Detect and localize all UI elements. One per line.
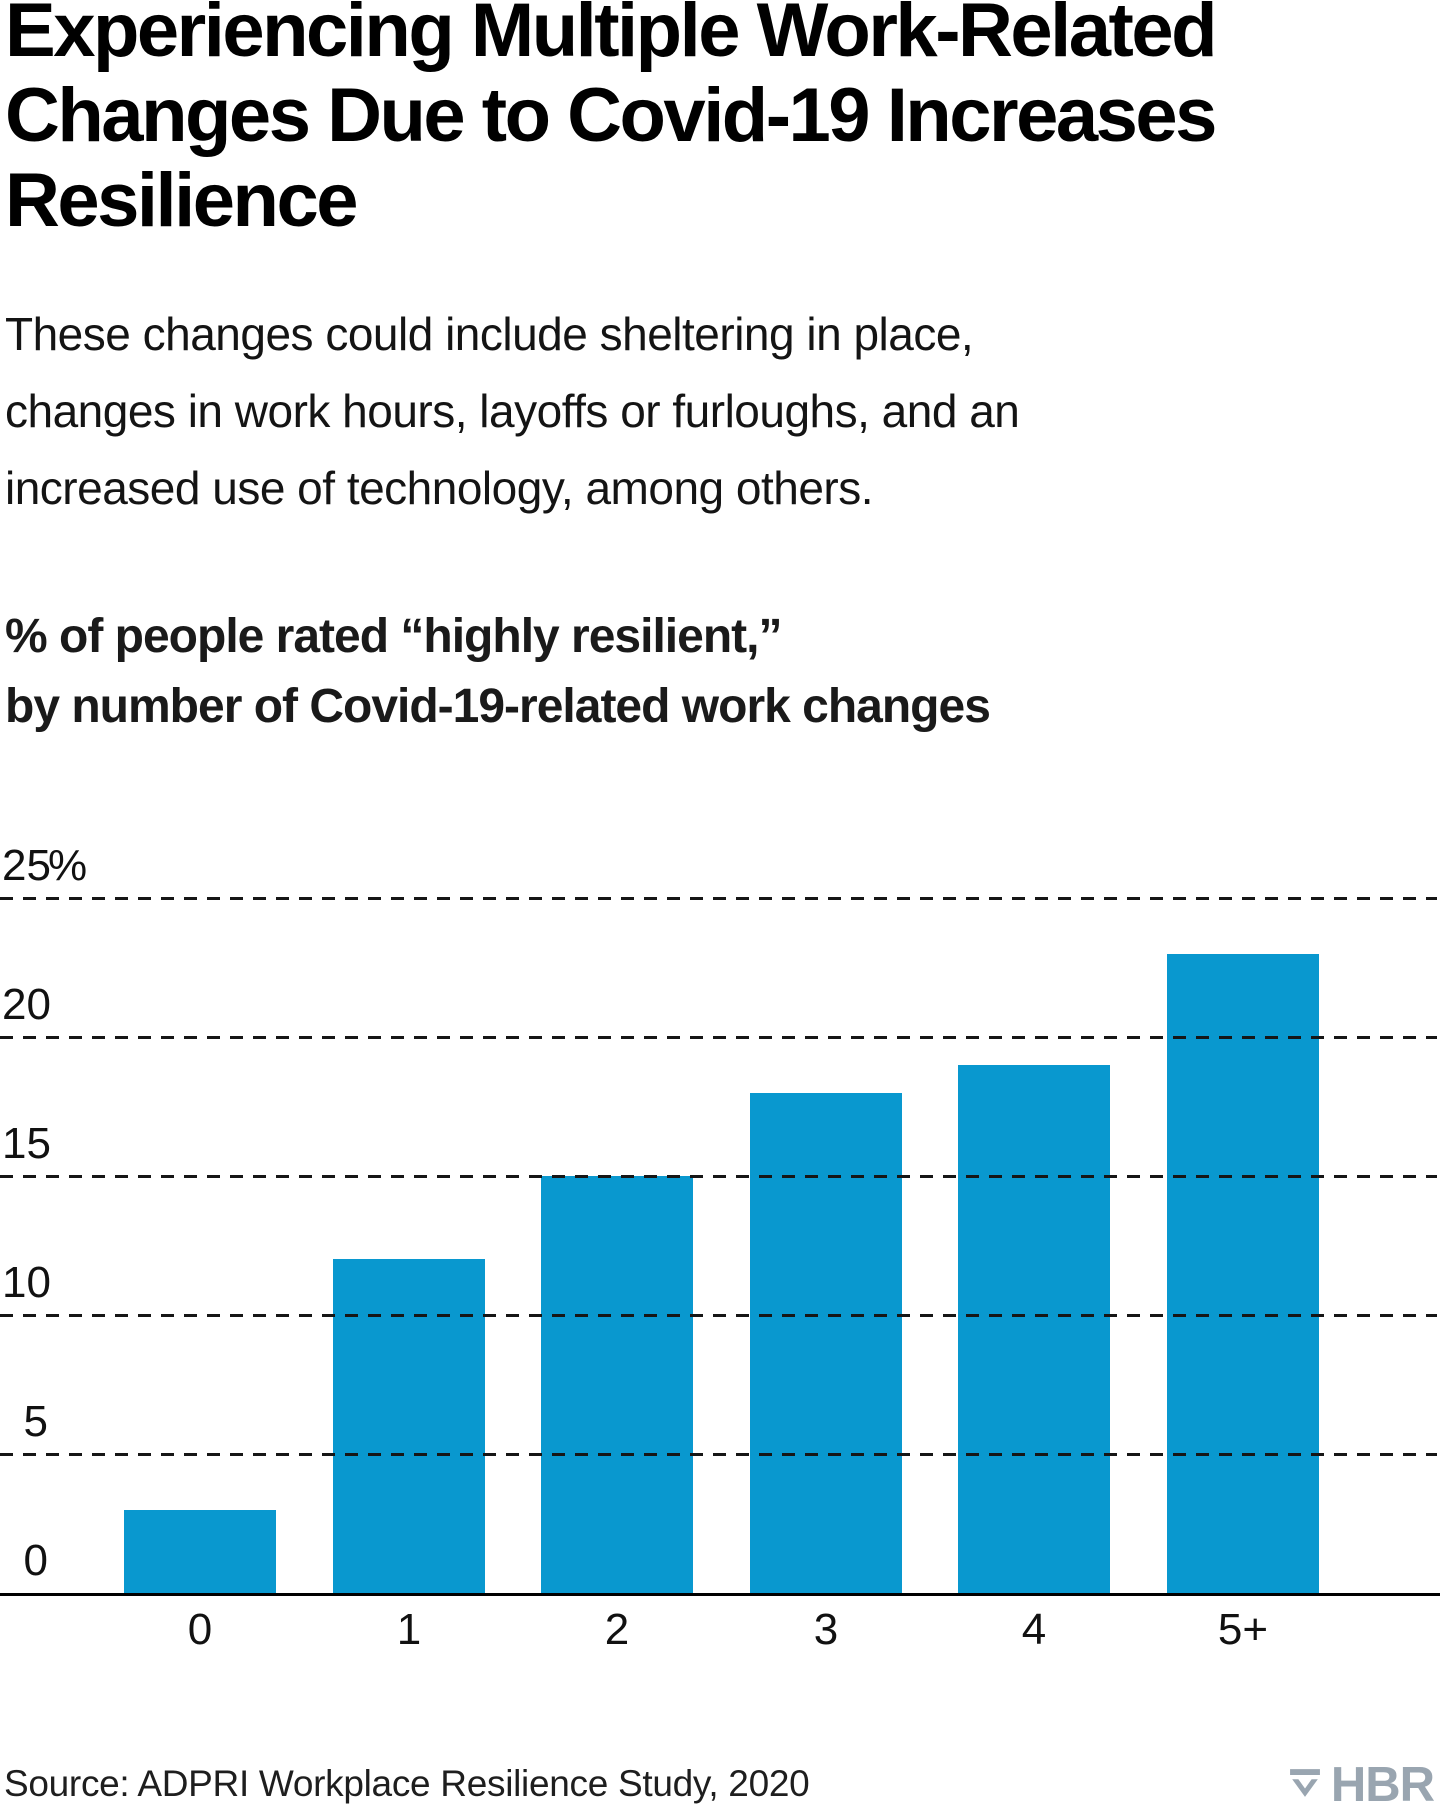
y-tick-label-5: 5 <box>23 1397 48 1446</box>
gridline-5 <box>0 1453 1437 1456</box>
description-line-3: increased use of technology, among other… <box>5 462 874 514</box>
chart-title: Experiencing Multiple Work-Related Chang… <box>5 0 1430 243</box>
description-line-1: These changes could include sheltering i… <box>5 308 974 360</box>
bar-1 <box>333 1259 485 1593</box>
bar-2 <box>541 1176 693 1593</box>
y-tick-label-10: 10 <box>2 1258 51 1307</box>
bar-5+ <box>1167 954 1319 1593</box>
plot-area: 0 5 10 15 20 25% <box>0 844 1440 1596</box>
chart-subtitle: % of people rated “highly resilient,” by… <box>5 602 1430 742</box>
source-text: Source: ADPRI Workplace Resilience Study… <box>4 1763 810 1804</box>
hbr-logo: HBR <box>1289 1758 1435 1812</box>
hbr-wordmark: HBR <box>1330 1758 1435 1812</box>
chart-subtitle-line-2: by number of Covid-19-related work chang… <box>5 680 991 733</box>
description-line-2: changes in work hours, layoffs or furlou… <box>5 385 1020 437</box>
title-line-1: Experiencing Multiple Work-Related <box>5 0 1218 73</box>
chart-description: These changes could include sheltering i… <box>5 296 1430 527</box>
x-tick-label-1: 1 <box>396 1605 422 1654</box>
gridline-25 <box>0 897 1437 900</box>
x-tick-label-0: 0 <box>187 1605 213 1654</box>
x-tick-label-4: 4 <box>1021 1605 1047 1654</box>
title-line-3: Resilience <box>5 158 359 243</box>
y-tick-label-25: 25% <box>2 841 88 890</box>
bar-4 <box>958 1065 1110 1593</box>
title-line-2: Changes Due to Covid-19 Increases <box>5 73 1217 158</box>
gridline-20 <box>0 1036 1437 1039</box>
x-tick-label-3: 3 <box>813 1605 839 1654</box>
x-axis-labels: 0 1 2 3 4 5+ <box>0 1604 1440 1664</box>
chart-subtitle-line-1: % of people rated “highly resilient,” <box>5 610 782 663</box>
gridline-15 <box>0 1175 1437 1178</box>
bar-0 <box>124 1510 276 1593</box>
y-tick-label-15: 15 <box>2 1119 51 1168</box>
gridline-10 <box>0 1314 1437 1317</box>
hbr-shield-icon <box>1289 1767 1321 1804</box>
x-tick-label-2: 2 <box>604 1605 630 1654</box>
bar-3 <box>750 1093 902 1593</box>
y-tick-label-0: 0 <box>23 1536 48 1585</box>
y-tick-label-20: 20 <box>2 980 51 1029</box>
x-tick-label-5+: 5+ <box>1217 1605 1269 1654</box>
